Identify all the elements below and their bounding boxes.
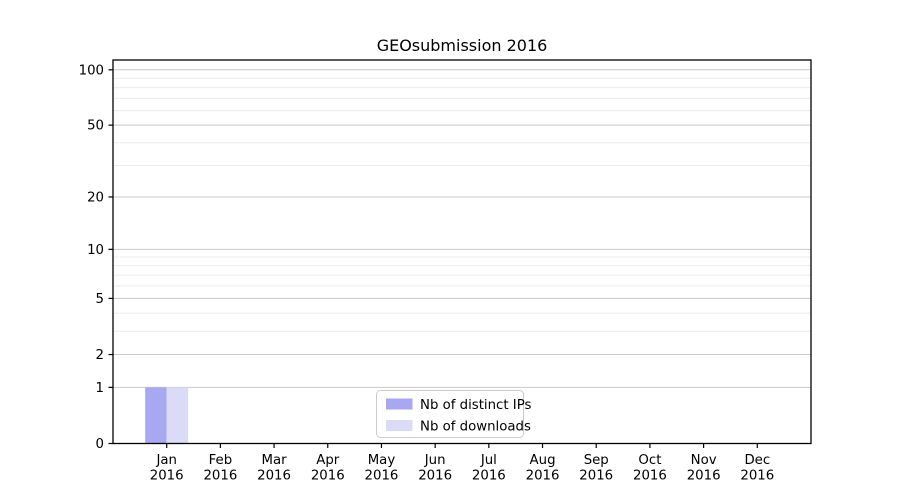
y-tick-label-20: 20	[87, 190, 104, 205]
legend-label-nb-of-distinct-ips: Nb of distinct IPs	[420, 398, 532, 413]
frame-layer	[112, 59, 812, 445]
legend-swatch-nb-of-downloads	[386, 420, 413, 431]
x-tick-label-apr: Apr	[316, 453, 340, 468]
y-tick-label-0: 0	[96, 437, 104, 452]
x-tick-label-jul: Jul	[480, 453, 497, 468]
x-tick-year-sep: 2016	[579, 469, 613, 484]
ticks-layer: 0125102050100Jan2016Feb2016Mar2016Apr201…	[79, 63, 775, 483]
legend: Nb of distinct IPs Nb of downloads	[376, 390, 532, 438]
x-tick-year-aug: 2016	[526, 469, 560, 484]
x-tick-label-mar: Mar	[262, 453, 288, 468]
legend-swatch-nb-of-distinct-ips	[386, 398, 413, 410]
x-tick-label-oct: Oct	[638, 453, 661, 468]
x-tick-label-jan: Jan	[155, 453, 177, 468]
y-tick-label-100: 100	[79, 63, 104, 78]
x-tick-year-nov: 2016	[687, 469, 721, 484]
chart-title: GEOsubmission 2016	[377, 36, 548, 55]
axes-frame	[112, 59, 812, 445]
y-tick-label-2: 2	[96, 348, 104, 363]
x-tick-label-feb: Feb	[209, 453, 233, 468]
x-tick-label-sep: Sep	[584, 453, 609, 468]
x-tick-label-may: May	[368, 453, 396, 468]
x-tick-year-may: 2016	[365, 469, 399, 484]
x-tick-label-nov: Nov	[691, 453, 717, 468]
bars-layer	[145, 387, 189, 444]
legend-label-nb-of-downloads: Nb of downloads	[420, 420, 531, 435]
x-tick-year-jan: 2016	[150, 469, 184, 484]
x-tick-year-feb: 2016	[203, 469, 237, 484]
legend-box	[376, 390, 524, 438]
x-tick-year-jul: 2016	[472, 469, 506, 484]
x-tick-label-jun: Jun	[424, 453, 446, 468]
x-tick-year-jun: 2016	[418, 469, 452, 484]
x-tick-year-apr: 2016	[311, 469, 345, 484]
y-tick-label-50: 50	[87, 119, 104, 134]
x-tick-year-mar: 2016	[257, 469, 291, 484]
bar-nb-of-downloads-jan	[166, 387, 189, 444]
grid-layer	[113, 69, 811, 388]
x-tick-label-aug: Aug	[530, 453, 556, 468]
x-tick-year-dec: 2016	[740, 469, 774, 484]
x-tick-year-oct: 2016	[633, 469, 667, 484]
y-tick-label-10: 10	[87, 243, 104, 258]
x-tick-label-dec: Dec	[744, 453, 770, 468]
y-tick-label-5: 5	[96, 292, 104, 307]
bar-nb-of-distinct-ips-jan	[145, 387, 167, 444]
y-tick-label-1: 1	[96, 381, 104, 396]
